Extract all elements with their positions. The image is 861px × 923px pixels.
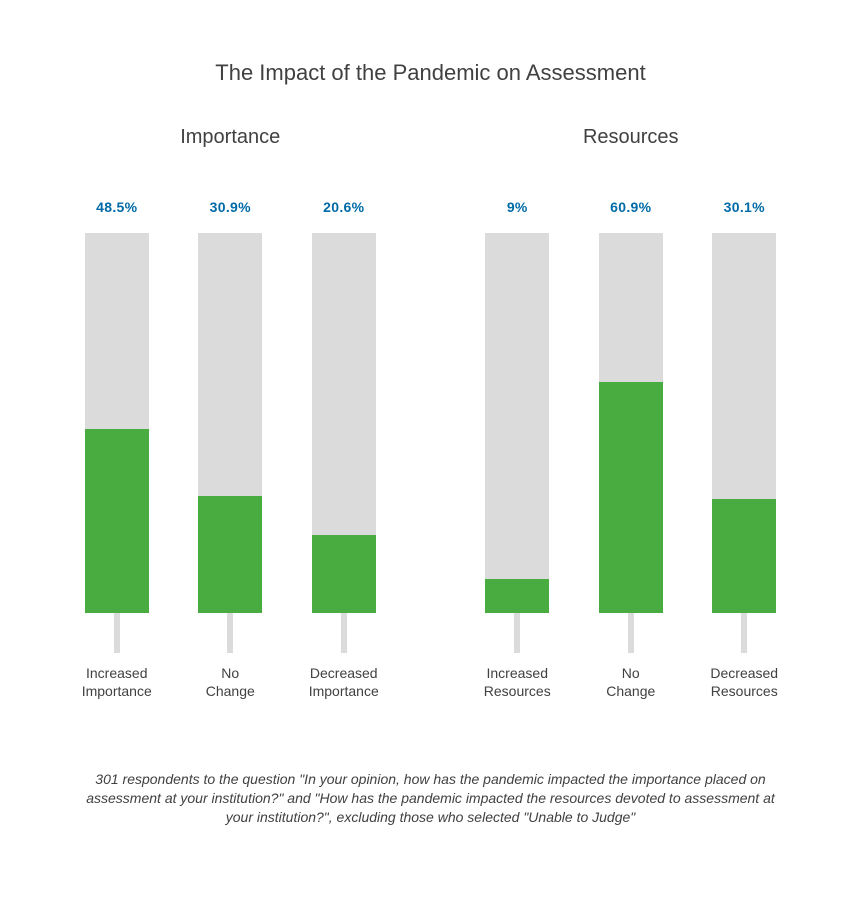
bar-track [198, 233, 262, 613]
bar-tick [741, 613, 747, 653]
bar-percent-label: 60.9% [610, 199, 651, 215]
bar-category-label: Increased Importance [82, 665, 152, 700]
bars-row: 48.5% Increased Importance 30.9% No Chan… [60, 199, 401, 700]
bar-percent-label: 30.9% [210, 199, 251, 215]
bar-tick [341, 613, 347, 653]
bar-category-label: Decreased Resources [710, 665, 778, 700]
bar-category-label: Increased Resources [484, 665, 551, 700]
bar-fill [198, 496, 262, 613]
bar-fill [712, 499, 776, 613]
bar-category-label: No Change [206, 665, 255, 700]
bar-fill [485, 579, 549, 613]
bars-row: 9% Increased Resources 60.9% No Change 3… [461, 199, 802, 700]
bar-percent-label: 9% [507, 199, 528, 215]
bar-track [312, 233, 376, 613]
bar-category-label: Decreased Importance [309, 665, 379, 700]
panel-title: Resources [461, 126, 802, 149]
bar-category-label: No Change [606, 665, 655, 700]
bar-tick [628, 613, 634, 653]
bar-tick [114, 613, 120, 653]
panel-resources: Resources 9% Increased Resources 60.9% N… [461, 126, 802, 700]
bar-col: 20.6% Decreased Importance [294, 199, 394, 700]
chart-panels: Importance 48.5% Increased Importance 30… [60, 126, 801, 700]
bar-percent-label: 48.5% [96, 199, 137, 215]
bar-col: 48.5% Increased Importance [67, 199, 167, 700]
bar-tick [514, 613, 520, 653]
bar-col: 9% Increased Resources [467, 199, 567, 700]
bar-col: 30.1% Decreased Resources [694, 199, 794, 700]
bar-track [599, 233, 663, 613]
chart-footnote: 301 respondents to the question "In your… [60, 770, 801, 827]
bar-tick [227, 613, 233, 653]
bar-col: 30.9% No Change [180, 199, 280, 700]
bar-track [712, 233, 776, 613]
bar-percent-label: 30.1% [724, 199, 765, 215]
bar-track [485, 233, 549, 613]
bar-fill [85, 429, 149, 613]
bar-fill [599, 382, 663, 613]
bar-percent-label: 20.6% [323, 199, 364, 215]
bar-fill [312, 535, 376, 613]
chart-title: The Impact of the Pandemic on Assessment [60, 60, 801, 86]
panel-title: Importance [60, 126, 401, 149]
bar-col: 60.9% No Change [581, 199, 681, 700]
panel-importance: Importance 48.5% Increased Importance 30… [60, 126, 401, 700]
bar-track [85, 233, 149, 613]
